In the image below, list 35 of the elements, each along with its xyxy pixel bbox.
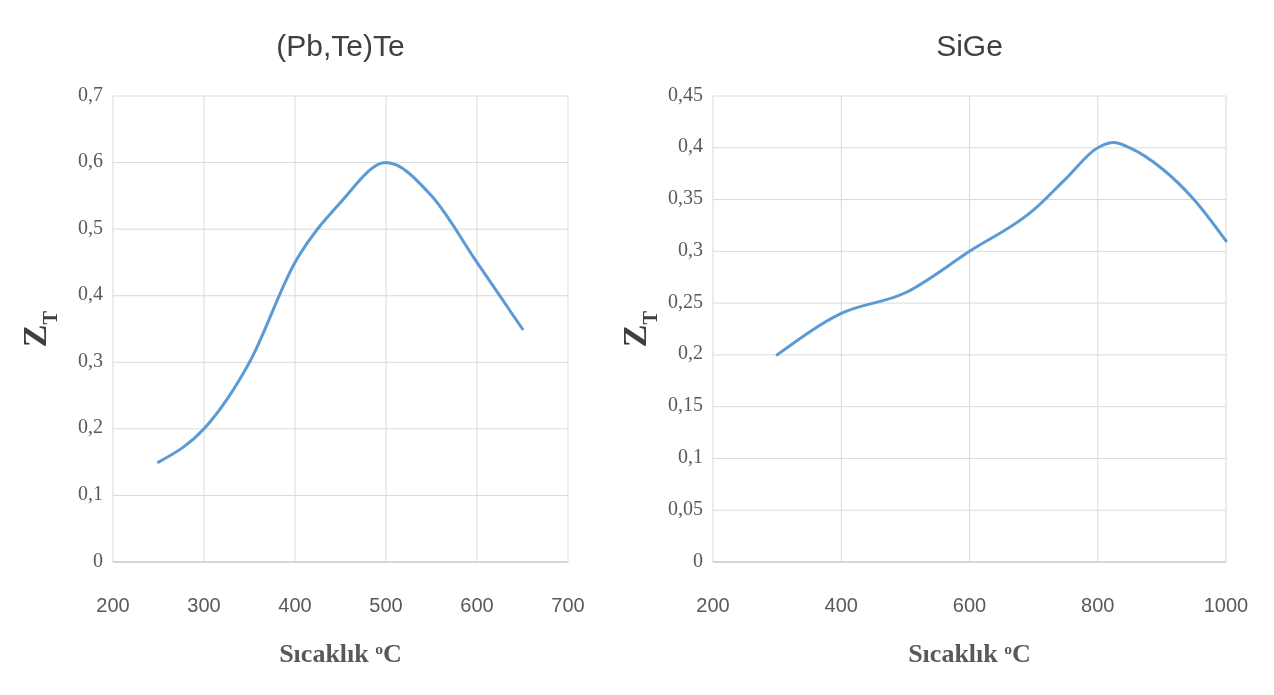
x-axis-title: Sıcaklık $^{o}$C xyxy=(279,639,402,668)
line-series xyxy=(157,161,524,464)
x-axis-title: Sıcaklık $^{o}$C xyxy=(908,639,1031,668)
chart-title: (Pb,Te)Te xyxy=(276,29,405,62)
y-tick-label: 0,2 xyxy=(678,341,703,364)
y-tick-label: 0,6 xyxy=(78,149,103,172)
y-tick-label: 0 xyxy=(693,548,703,571)
y-tick-label: 0,15 xyxy=(668,393,703,416)
x-tick-label: 400 xyxy=(278,594,312,616)
x-tick-label: 1000 xyxy=(1203,594,1249,616)
y-tick-label: 0,3 xyxy=(78,348,103,371)
y-tick-label: 0,2 xyxy=(78,415,103,438)
y-tick-label: 0,25 xyxy=(668,289,703,312)
y-tick-label: 0,1 xyxy=(78,482,103,505)
x-tick-label: 600 xyxy=(460,594,494,616)
y-tick-label: 0,45 xyxy=(668,82,703,105)
chart-title: SiGe xyxy=(936,29,1003,62)
x-tick-label: 600 xyxy=(952,594,987,616)
x-tick-label: 800 xyxy=(1081,594,1115,616)
y-tick-label: 0,4 xyxy=(678,134,703,157)
x-tick-label: 500 xyxy=(369,594,403,616)
y-tick-label: 0,4 xyxy=(78,282,103,305)
x-tick-label: 700 xyxy=(551,594,585,616)
x-tick-label: 200 xyxy=(96,594,130,616)
y-tick-label: 0,1 xyxy=(678,445,703,468)
y-tick-label: 0,7 xyxy=(78,82,103,105)
x-tick-label: 300 xyxy=(187,594,221,616)
x-tick-label: 400 xyxy=(824,594,858,616)
x-tick-label: 200 xyxy=(696,594,730,616)
y-tick-label: 0 xyxy=(93,548,103,571)
y-tick-label: 0,05 xyxy=(668,496,703,519)
y-tick-label: 0,5 xyxy=(78,215,103,238)
y-tick-label: 0,3 xyxy=(678,237,703,260)
line-series xyxy=(775,141,1228,357)
y-tick-label: 0,35 xyxy=(668,186,703,209)
